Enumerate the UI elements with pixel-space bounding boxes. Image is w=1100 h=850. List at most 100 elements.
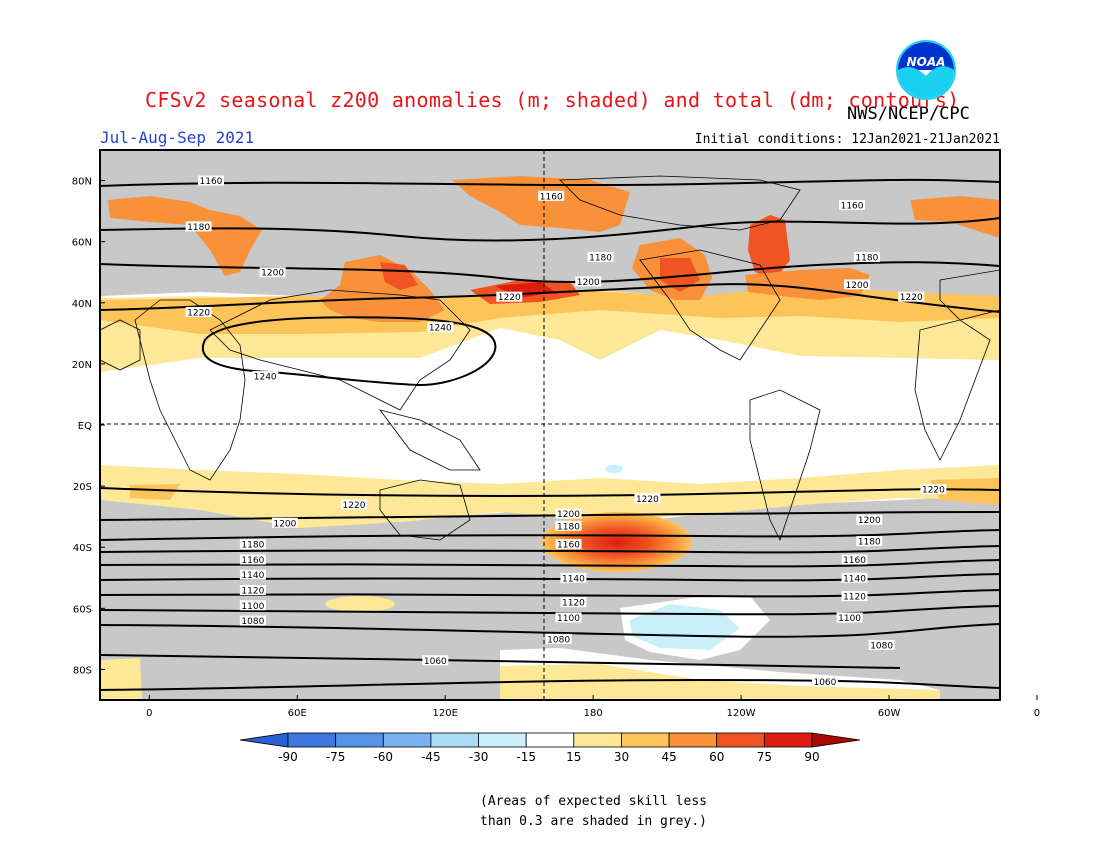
contour-label-box [422, 655, 449, 666]
lat-tick-label: 80N [72, 177, 92, 188]
colorbar-label: 75 [757, 750, 772, 764]
contour-label-box [185, 221, 212, 232]
colorbar-label: -90 [278, 750, 298, 764]
contour-label: 1180 [589, 253, 612, 263]
contour-label: 1080 [241, 617, 264, 627]
contour-label: 1220 [498, 293, 521, 303]
lon-tick-label: 0 [146, 708, 152, 719]
contour-label-box [560, 572, 587, 583]
sh-small-anomaly [325, 596, 395, 612]
contour-label: 1120 [241, 587, 264, 597]
contour-label: 1060 [424, 657, 447, 667]
contour-label: 1140 [843, 574, 866, 584]
colorbar-label: 90 [804, 750, 819, 764]
lon-tick-label: 60W [878, 708, 901, 719]
colorbar: -90 -75 -60 -45 -30 -15 15 30 45 60 75 90 [239, 732, 861, 764]
map-plot-area: 1160 1160 1160 1180 1180 1180 1200 1200 1200 1220… [100, 150, 1000, 700]
contour-label-box [856, 514, 883, 525]
contour-label: 1100 [241, 602, 264, 612]
skill-note-line1: (Areas of expected skill less [480, 794, 707, 809]
colorbar-cell [811, 732, 861, 748]
colorbar-label: 15 [566, 750, 581, 764]
colorbar-cell [239, 732, 289, 748]
colorbar-label: -60 [373, 750, 393, 764]
contour-label-box [920, 484, 947, 495]
colorbar-cell [430, 732, 479, 748]
contour-label: 1200 [846, 281, 869, 291]
contour-label: 1160 [557, 541, 580, 551]
contour-label-box [836, 612, 863, 623]
colorbar-cell [525, 732, 575, 748]
contour-label-box [843, 279, 870, 290]
colorbar-label: -15 [516, 750, 536, 764]
contour-label: 1180 [855, 253, 878, 263]
lon-tick-label: 0 [1034, 708, 1040, 719]
contour-label: 1200 [577, 278, 600, 288]
contour-label-box [427, 322, 454, 333]
contour-label-box [340, 499, 367, 510]
contour-label: 1180 [858, 538, 881, 548]
contour-label: 1200 [858, 516, 881, 526]
contour-label: 1200 [261, 269, 284, 279]
contour-label: 1140 [241, 571, 264, 581]
agency-label: NWS/NCEP/CPC [847, 104, 970, 124]
season-label: Jul-Aug-Sep 2021 [100, 128, 255, 147]
colorbar-cell [763, 732, 813, 748]
lat-tick-label: 60S [73, 604, 92, 615]
contour-label: 1140 [562, 574, 585, 584]
contour-label-box [538, 190, 565, 201]
latitude-axis: 80N 60N 40N 20N EQ 20S 40S 60S 80S [72, 177, 105, 676]
contour-label-box [898, 291, 925, 302]
contour-label-box [555, 612, 582, 623]
contour-label-box [853, 251, 880, 262]
global-map: 1160 1160 1160 1180 1180 1180 1200 1200 1200 1220… [72, 149, 1040, 719]
contour-label: 1220 [900, 293, 923, 303]
sh-polar-region [100, 596, 940, 700]
contour-label-box [197, 175, 224, 186]
contour-label-box [555, 520, 582, 531]
contour-label-box [185, 306, 212, 317]
lat-tick-label: 20S [73, 482, 92, 493]
contour-label-box [239, 569, 266, 580]
contour-label-box [811, 676, 838, 687]
contour-label-box [259, 267, 286, 278]
tropical-negative-spot [605, 465, 623, 473]
colorbar-cell [668, 732, 718, 748]
skill-note: (Areas of expected skill less than 0.3 a… [480, 792, 707, 832]
contour-label-box [239, 554, 266, 565]
contour-label-box [856, 536, 883, 547]
colorbar-label: 60 [709, 750, 724, 764]
contour-label: 1180 [557, 522, 580, 532]
lat-tick-label: 40N [72, 299, 92, 310]
lon-tick-label: 120E [433, 708, 458, 719]
lat-tick-label: 40S [73, 543, 92, 554]
lon-tick-label: 120W [727, 708, 756, 719]
lat-tick-label: 20N [72, 360, 92, 371]
colorbar-cell [382, 732, 432, 748]
lat-tick-label: 60N [72, 238, 92, 249]
contour-label-box [252, 371, 279, 382]
colorbar-cell [478, 732, 527, 748]
contour-label-box [841, 572, 868, 583]
contour-label-box [868, 640, 895, 650]
contour-label-box [496, 291, 523, 302]
contour-label-box [555, 539, 582, 550]
initial-conditions-label: Initial conditions: 12Jan2021-21Jan2021 [694, 132, 1000, 147]
lat-tick-label: 80S [73, 665, 92, 676]
contour-label: 1180 [241, 541, 264, 551]
colorbar-label: 45 [661, 750, 676, 764]
contour-label-box [271, 517, 298, 528]
noaa-logo-text: NOAA [907, 55, 946, 69]
contour-label: 1080 [870, 642, 893, 652]
contour-label-box [239, 600, 266, 611]
contour-label-box [239, 585, 266, 595]
contour-label: 1220 [187, 308, 210, 318]
contour-label: 1200 [273, 519, 296, 529]
skill-note-line2: than 0.3 are shaded in grey.) [480, 814, 707, 829]
contour-label-box [841, 591, 868, 602]
colorbar-cell [335, 732, 384, 748]
contour-label-box [239, 615, 266, 626]
lat-tick-label: EQ [78, 421, 92, 432]
contour-label: 1120 [562, 599, 585, 609]
colorbar-label: -75 [326, 750, 346, 764]
